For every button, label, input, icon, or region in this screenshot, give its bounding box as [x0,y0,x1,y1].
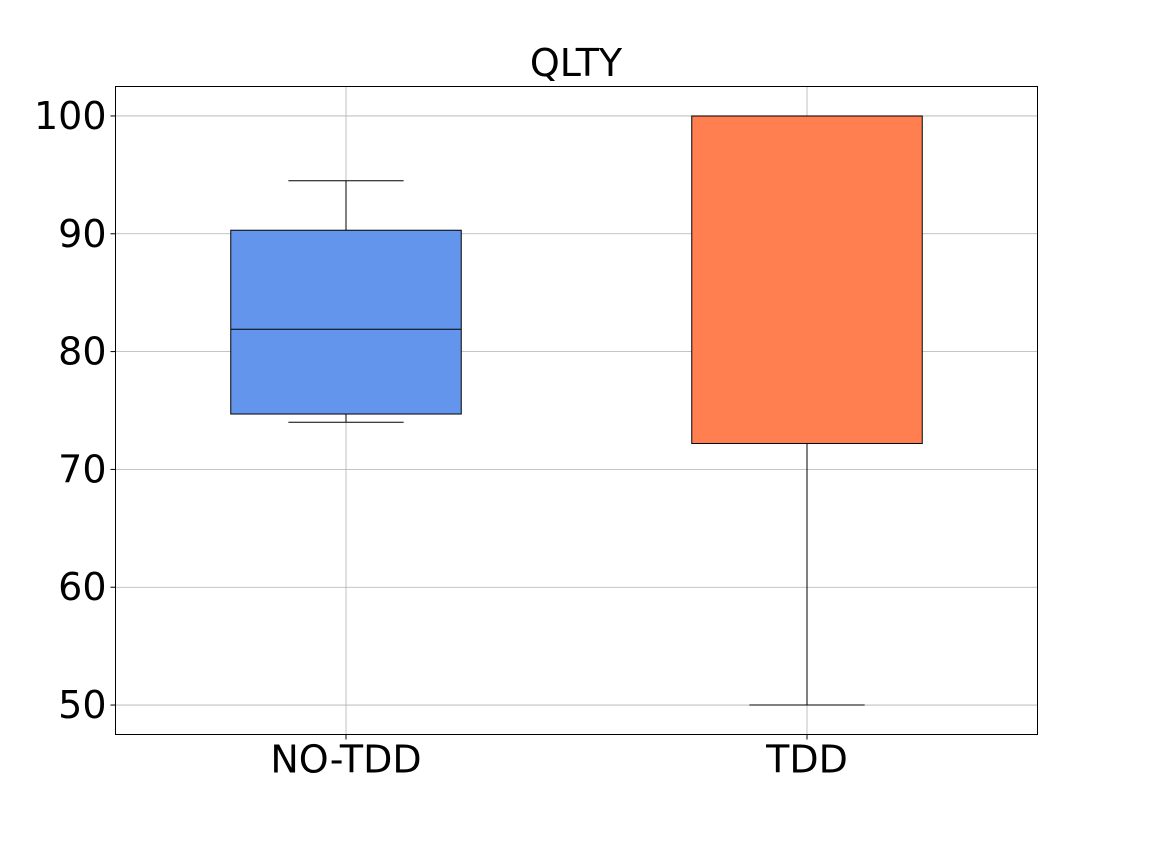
y-tick-label-1: 60 [58,565,106,609]
plot-area-frame [115,86,1038,735]
y-tick-label-3: 80 [58,330,106,374]
box-series [230,115,923,706]
box-group-0 [230,180,462,423]
x-axis-tick-labels: NO-TDD TDD [270,738,848,782]
x-tick-label-1: TDD [765,738,848,782]
y-tick-label-2: 70 [58,447,106,491]
box-1 [691,115,923,444]
box-0 [230,229,462,415]
y-tick-label-0: 50 [58,683,106,727]
x-tick-label-0: NO-TDD [270,738,421,782]
y-tick-label-5: 100 [34,94,107,138]
y-axis-tick-labels: 50 60 70 80 90 100 [34,94,107,727]
chart-title: QLTY [530,41,623,85]
box-group-1 [691,115,923,706]
y-tick-label-4: 90 [58,212,106,256]
